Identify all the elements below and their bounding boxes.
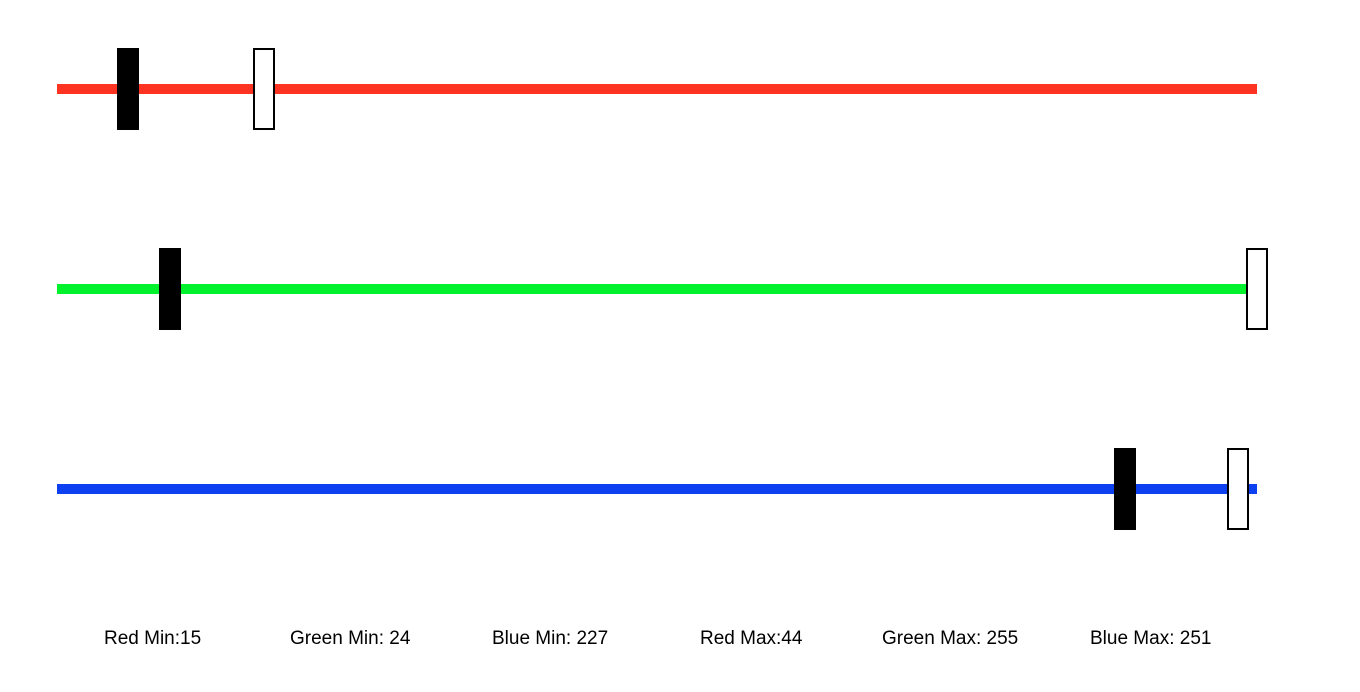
red-max-handle[interactable] bbox=[253, 48, 276, 130]
red-min-label: Red Min:15 bbox=[104, 628, 202, 649]
green-min-label: Green Min: 24 bbox=[290, 628, 411, 649]
green-slider-track[interactable] bbox=[57, 284, 1257, 294]
green-max-label: Green Max: 255 bbox=[882, 628, 1019, 649]
green-max-handle[interactable] bbox=[1246, 248, 1268, 330]
red-min-handle[interactable] bbox=[116, 48, 139, 130]
green-min-handle[interactable] bbox=[158, 248, 181, 330]
blue-max-label: Blue Max: 251 bbox=[1090, 628, 1212, 649]
blue-slider-track[interactable] bbox=[57, 484, 1257, 494]
red-max-label: Red Max:44 bbox=[700, 628, 803, 649]
blue-max-handle[interactable] bbox=[1227, 448, 1250, 530]
blue-min-label: Blue Min: 227 bbox=[492, 628, 609, 649]
red-slider-track[interactable] bbox=[57, 84, 1257, 94]
blue-min-handle[interactable] bbox=[1114, 448, 1137, 530]
